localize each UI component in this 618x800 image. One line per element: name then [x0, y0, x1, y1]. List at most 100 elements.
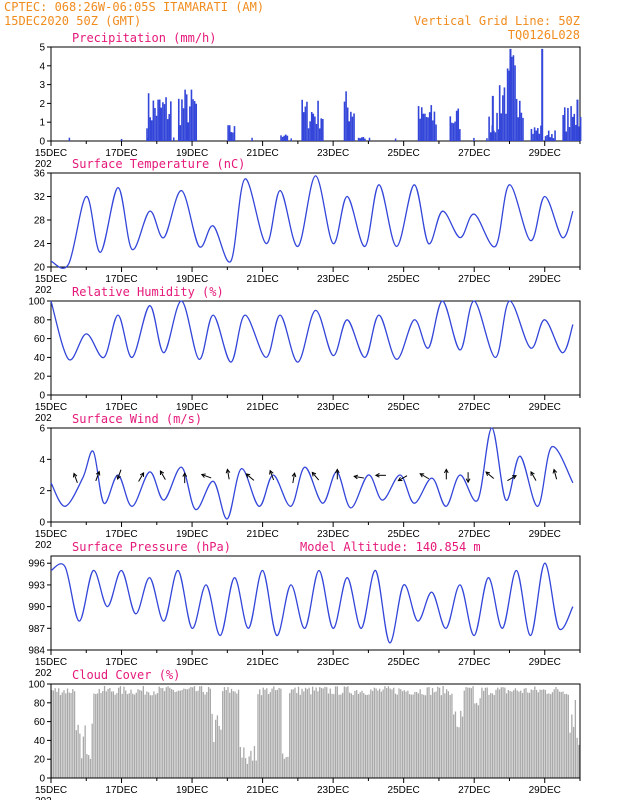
cloud-bar — [468, 687, 471, 778]
cloud-bar — [437, 686, 439, 778]
precip-bar — [536, 128, 539, 141]
cloud-bar — [386, 688, 388, 778]
precip-bar — [350, 111, 352, 141]
cloud-bar — [297, 686, 300, 778]
cloud-bar — [341, 692, 344, 778]
cloud-bar — [296, 693, 298, 778]
panel-title: Surface Wind (m/s) — [72, 412, 202, 426]
y-tick-label: 24 — [34, 239, 46, 250]
cloud-bar — [52, 690, 55, 778]
precip-bar — [280, 135, 282, 141]
cloud-bar — [237, 689, 240, 778]
precip-bar — [547, 130, 550, 141]
cloud-bar — [177, 690, 180, 778]
precip-bar — [567, 107, 569, 141]
cloud-bar — [281, 753, 284, 778]
cloud-bar — [368, 694, 370, 778]
cloud-bar — [493, 695, 495, 778]
cloud-bar — [209, 688, 211, 778]
cloud-bar — [458, 727, 460, 778]
wind-arrow-head — [182, 472, 188, 477]
cloud-bar — [461, 716, 464, 778]
cloud-bar — [551, 692, 554, 778]
cloud-bar — [58, 688, 60, 778]
wind-arrow-shaft — [95, 471, 100, 482]
cloud-bar — [236, 693, 238, 778]
cloud-bar — [467, 687, 469, 778]
series-line — [50, 175, 574, 269]
cloud-bar — [289, 693, 291, 778]
panel-frame — [50, 555, 581, 651]
x-tick-label: 27DEC — [458, 148, 490, 159]
precip-bar — [457, 108, 460, 141]
cloud-bar — [574, 699, 577, 778]
cloud-bar — [371, 690, 374, 778]
cloud-bar — [357, 693, 360, 778]
cloud-bar — [465, 687, 467, 778]
x-tick-label: 25DEC — [388, 274, 420, 285]
wind-arrow-head — [139, 471, 145, 477]
precip-bar — [152, 100, 155, 141]
x-tick-label: 29DEC — [529, 785, 561, 796]
precip-bar — [190, 89, 193, 141]
y-tick-label: 0 — [39, 518, 45, 529]
precip-peak-bar — [576, 99, 579, 141]
cloud-bar — [488, 694, 490, 778]
precip-bar — [120, 138, 123, 141]
cloud-bar — [158, 686, 160, 778]
cloud-bar — [361, 690, 363, 778]
precip-bar — [428, 112, 431, 141]
wind-arrow-head — [374, 472, 380, 478]
cloud-bar — [109, 688, 111, 778]
cloud-bar — [401, 691, 404, 778]
panels: Precipitation (mm/h) 0 1 2 3 4 5 15DEC 17DEC 19DE… — [28, 31, 582, 800]
precip-bar — [68, 137, 71, 141]
wind-arrow-shaft — [201, 474, 212, 479]
precip-bar — [317, 100, 319, 141]
x-tick-label: 25DEC — [388, 785, 420, 796]
precip-bar — [486, 138, 488, 141]
precip-bar — [155, 115, 158, 141]
precip-bar — [195, 103, 198, 141]
panel-3: Relative Humidity (%) 0 20 40 60 80 100 15DEC 17… — [28, 285, 581, 424]
precip-bar — [351, 116, 354, 141]
cloud-bar — [398, 688, 400, 778]
cloud-bar — [283, 758, 286, 778]
wind-arrow-head — [95, 470, 101, 476]
cloud-bar — [204, 694, 206, 778]
cloud-bar — [186, 689, 189, 778]
cloud-bar — [252, 760, 254, 778]
y-tick-label: 993 — [28, 580, 45, 591]
cloud-bar — [63, 690, 65, 778]
y-tick-label: 987 — [28, 624, 45, 635]
y-tick-label: 984 — [28, 646, 45, 657]
cloud-bar — [553, 689, 555, 778]
cloud-bar — [197, 690, 199, 778]
precip-bar — [228, 125, 231, 141]
cloud-bar — [218, 725, 220, 778]
cloud-bar — [431, 688, 434, 778]
cloud-bar — [88, 755, 90, 778]
x-tick-label: 19DEC — [176, 785, 208, 796]
cloud-bar — [95, 694, 97, 778]
cloud-bar — [125, 690, 127, 778]
y-tick-label: 990 — [28, 602, 45, 613]
precip-bar — [312, 113, 315, 141]
precip-bar — [168, 114, 171, 141]
cloud-bar — [320, 687, 323, 778]
cloud-bar — [183, 688, 185, 778]
panel-title: Relative Humidity (%) — [72, 285, 224, 299]
cloud-bar — [121, 693, 123, 778]
cloud-bar — [169, 687, 171, 778]
cloud-bar — [278, 687, 280, 778]
wind-arrow-shaft — [292, 473, 296, 484]
cloud-bar — [472, 686, 474, 778]
wind-arrow-shaft — [530, 471, 537, 481]
cloud-bar — [430, 694, 432, 778]
x-year-fragment: 202 — [35, 540, 52, 551]
precip-bar — [432, 120, 434, 141]
cloud-bar — [234, 691, 236, 778]
cloud-bar — [167, 686, 169, 778]
wind-arrow-shaft — [73, 473, 78, 484]
cloud-bar — [548, 693, 550, 778]
